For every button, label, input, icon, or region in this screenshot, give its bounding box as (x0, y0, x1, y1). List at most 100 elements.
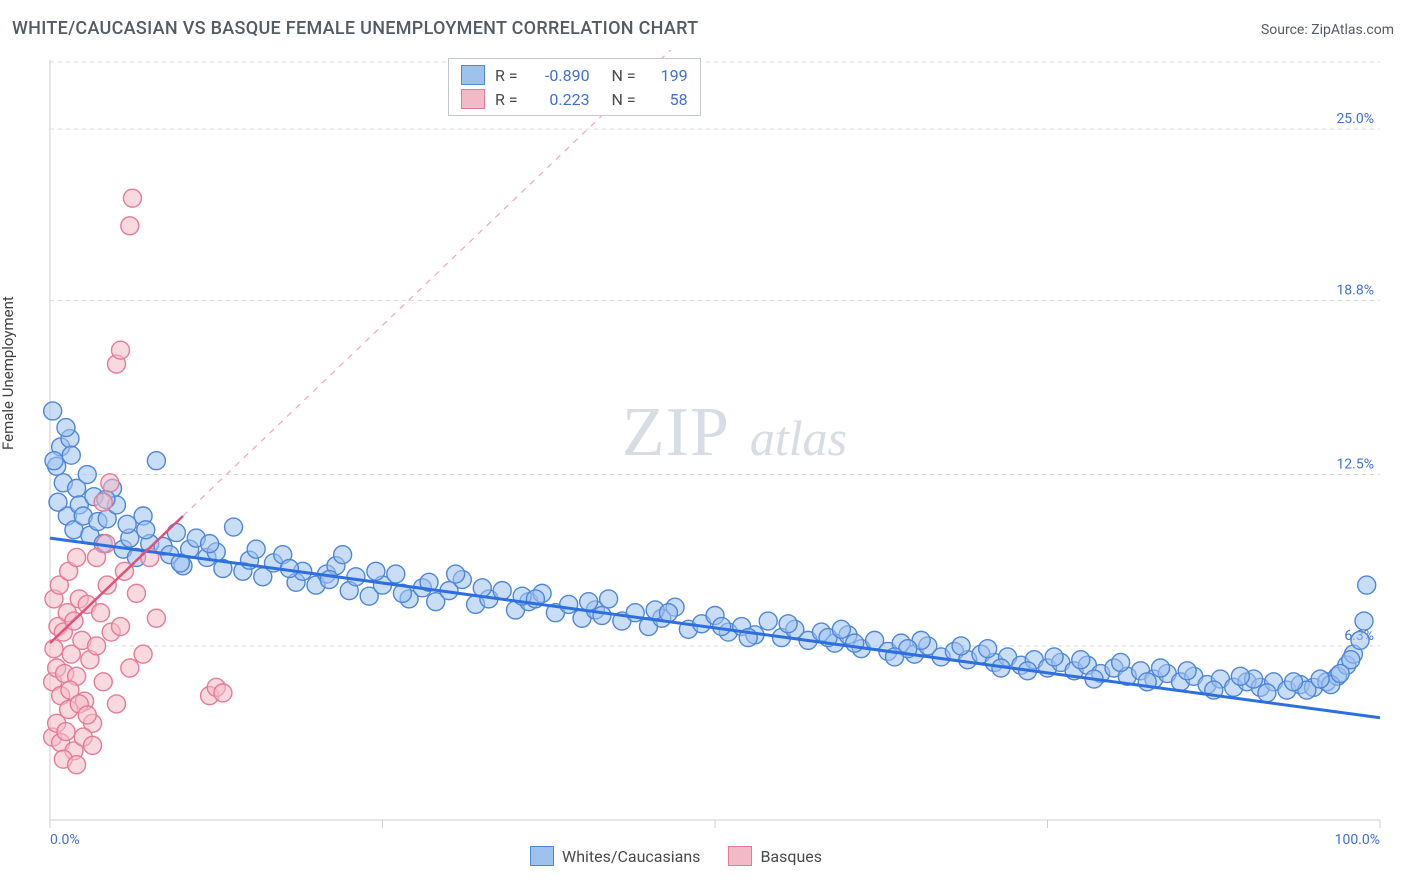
data-point (952, 637, 970, 655)
data-point (1285, 673, 1303, 691)
stats-legend-box: R = -0.890 N = 199R = 0.223 N = 58 (448, 58, 701, 116)
data-point (111, 618, 129, 636)
data-point (1231, 667, 1249, 685)
data-point (580, 593, 598, 611)
data-point (121, 659, 139, 677)
legend-swatch (461, 65, 485, 85)
data-point (387, 565, 405, 583)
chart-title: WHITE/CAUCASIAN VS BASQUE FEMALE UNEMPLO… (12, 18, 698, 39)
data-point (201, 535, 219, 553)
data-point (98, 576, 116, 594)
data-point (593, 606, 611, 624)
data-point (214, 684, 232, 702)
watermark-zip: ZIP (622, 394, 730, 471)
data-point (1355, 612, 1373, 630)
data-point (1351, 631, 1369, 649)
data-point (44, 402, 62, 420)
data-point (979, 640, 997, 658)
data-point (123, 189, 141, 207)
data-point (111, 341, 129, 359)
source-label: Source: ZipAtlas.com (1261, 22, 1394, 38)
data-point (147, 452, 165, 470)
data-point (108, 695, 126, 713)
data-point (167, 524, 185, 542)
data-point (320, 571, 338, 589)
data-point (1358, 576, 1376, 594)
data-point (137, 521, 155, 539)
legend-label: Whites/Caucasians (562, 847, 700, 866)
data-point (447, 565, 465, 583)
y-axis-label: Female Unemployment (0, 296, 17, 450)
data-point (225, 518, 243, 536)
y-tick-label: 25.0% (1336, 111, 1374, 127)
data-point (759, 612, 777, 630)
data-point (1178, 662, 1196, 680)
legend-label: Basques (760, 847, 822, 866)
data-point (832, 620, 850, 638)
x-tick-label: 100.0% (1335, 832, 1380, 848)
data-point (1258, 684, 1276, 702)
legend-swatch (461, 89, 485, 109)
legend-item: Whites/Caucasians (530, 846, 700, 866)
data-point (68, 756, 86, 774)
data-point (92, 604, 110, 622)
data-point (101, 474, 119, 492)
data-point (134, 645, 152, 663)
data-point (1045, 648, 1063, 666)
data-point (78, 706, 96, 724)
data-point (94, 493, 112, 511)
data-point (84, 736, 102, 754)
stats-row: R = -0.890 N = 199 (449, 63, 700, 87)
stat-n-value: 199 (650, 66, 688, 85)
data-point (334, 546, 352, 564)
data-point (57, 723, 75, 741)
data-point (247, 540, 265, 558)
data-point (1331, 665, 1349, 683)
data-point (78, 466, 96, 484)
data-point (45, 640, 63, 658)
stat-r-label: R = (495, 66, 522, 85)
watermark-atlas: atlas (750, 410, 847, 466)
data-point (57, 419, 75, 437)
stat-n-label: N = (600, 66, 640, 85)
stat-n-label: N = (600, 90, 640, 109)
stat-n-value: 58 (650, 90, 688, 109)
data-point (1311, 670, 1329, 688)
data-point (121, 217, 139, 235)
data-point (846, 634, 864, 652)
stat-r-value: 0.223 (532, 90, 590, 109)
data-point (94, 673, 112, 691)
scatter-chart: ZIPatlas6.3%12.5%18.8%25.0%0.0%100.0% (0, 50, 1406, 850)
data-point (560, 595, 578, 613)
data-point (45, 452, 63, 470)
data-point (779, 615, 797, 633)
data-point (1152, 659, 1170, 677)
data-point (127, 584, 145, 602)
stats-row: R = 0.223 N = 58 (449, 87, 700, 111)
data-point (659, 604, 677, 622)
data-point (1112, 653, 1130, 671)
data-point (347, 568, 365, 586)
source-name: ZipAtlas.com (1311, 22, 1394, 38)
legend-item: Basques (728, 846, 822, 866)
y-tick-label: 12.5% (1336, 457, 1374, 473)
data-point (62, 446, 80, 464)
stat-r-value: -0.890 (532, 66, 590, 85)
data-point (367, 562, 385, 580)
stat-r-label: R = (495, 90, 522, 109)
source-prefix: Source: (1261, 22, 1311, 38)
data-point (68, 548, 86, 566)
data-point (600, 590, 618, 608)
chart-area: Female Unemployment ZIPatlas6.3%12.5%18.… (0, 50, 1406, 850)
data-point (1072, 651, 1090, 669)
x-tick-label: 0.0% (50, 832, 80, 848)
data-point (147, 609, 165, 627)
chart-header: WHITE/CAUCASIAN VS BASQUE FEMALE UNEMPLO… (12, 18, 1394, 39)
series-legend: Whites/Caucasians Basques (530, 846, 822, 866)
y-tick-label: 18.8% (1336, 282, 1374, 298)
data-point (118, 515, 136, 533)
data-point (88, 637, 106, 655)
legend-swatch (728, 846, 752, 866)
data-point (49, 493, 67, 511)
legend-swatch (530, 846, 554, 866)
